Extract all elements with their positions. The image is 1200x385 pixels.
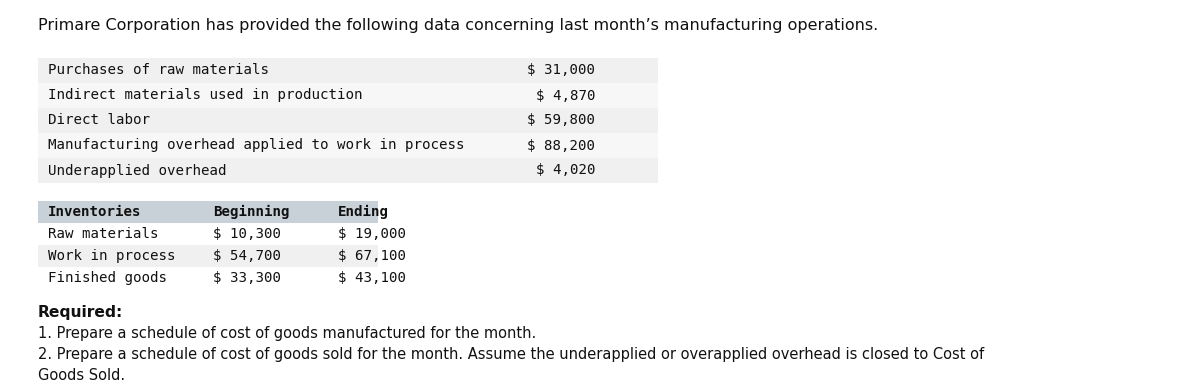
Text: $ 88,200: $ 88,200 [527,139,595,152]
Text: Manufacturing overhead applied to work in process: Manufacturing overhead applied to work i… [48,139,464,152]
Text: $ 33,300: $ 33,300 [214,271,281,285]
Bar [38,58,658,83]
Text: Purchases of raw materials: Purchases of raw materials [48,64,269,77]
Text: $ 10,300: $ 10,300 [214,227,281,241]
Text: $ 43,100: $ 43,100 [338,271,406,285]
Text: Required:: Required: [38,305,124,320]
Bar [38,133,658,158]
Bar [38,245,378,267]
Text: $ 19,000: $ 19,000 [338,227,406,241]
Text: $ 59,800: $ 59,800 [527,114,595,127]
Text: Direct labor: Direct labor [48,114,150,127]
Text: Raw materials: Raw materials [48,227,158,241]
Text: Finished goods: Finished goods [48,271,167,285]
Text: $ 4,020: $ 4,020 [535,164,595,177]
Text: 1. Prepare a schedule of cost of goods manufactured for the month.: 1. Prepare a schedule of cost of goods m… [38,326,536,341]
Text: 2. Prepare a schedule of cost of goods sold for the month. Assume the underappli: 2. Prepare a schedule of cost of goods s… [38,347,984,362]
Text: Ending: Ending [338,205,389,219]
Text: $ 67,100: $ 67,100 [338,249,406,263]
Text: Beginning: Beginning [214,205,289,219]
Text: Underapplied overhead: Underapplied overhead [48,164,227,177]
Bar [38,158,658,183]
Text: $ 31,000: $ 31,000 [527,64,595,77]
Bar [38,267,378,289]
Text: Primare Corporation has provided the following data concerning last month’s manu: Primare Corporation has provided the fol… [38,18,878,33]
Text: Work in process: Work in process [48,249,175,263]
Text: $ 54,700: $ 54,700 [214,249,281,263]
Text: Inventories: Inventories [48,205,142,219]
Bar [38,83,658,108]
Bar [38,223,378,245]
Text: $ 4,870: $ 4,870 [535,89,595,102]
Bar [38,201,378,223]
Text: Indirect materials used in production: Indirect materials used in production [48,89,362,102]
Bar [38,108,658,133]
Text: Goods Sold.: Goods Sold. [38,368,125,383]
